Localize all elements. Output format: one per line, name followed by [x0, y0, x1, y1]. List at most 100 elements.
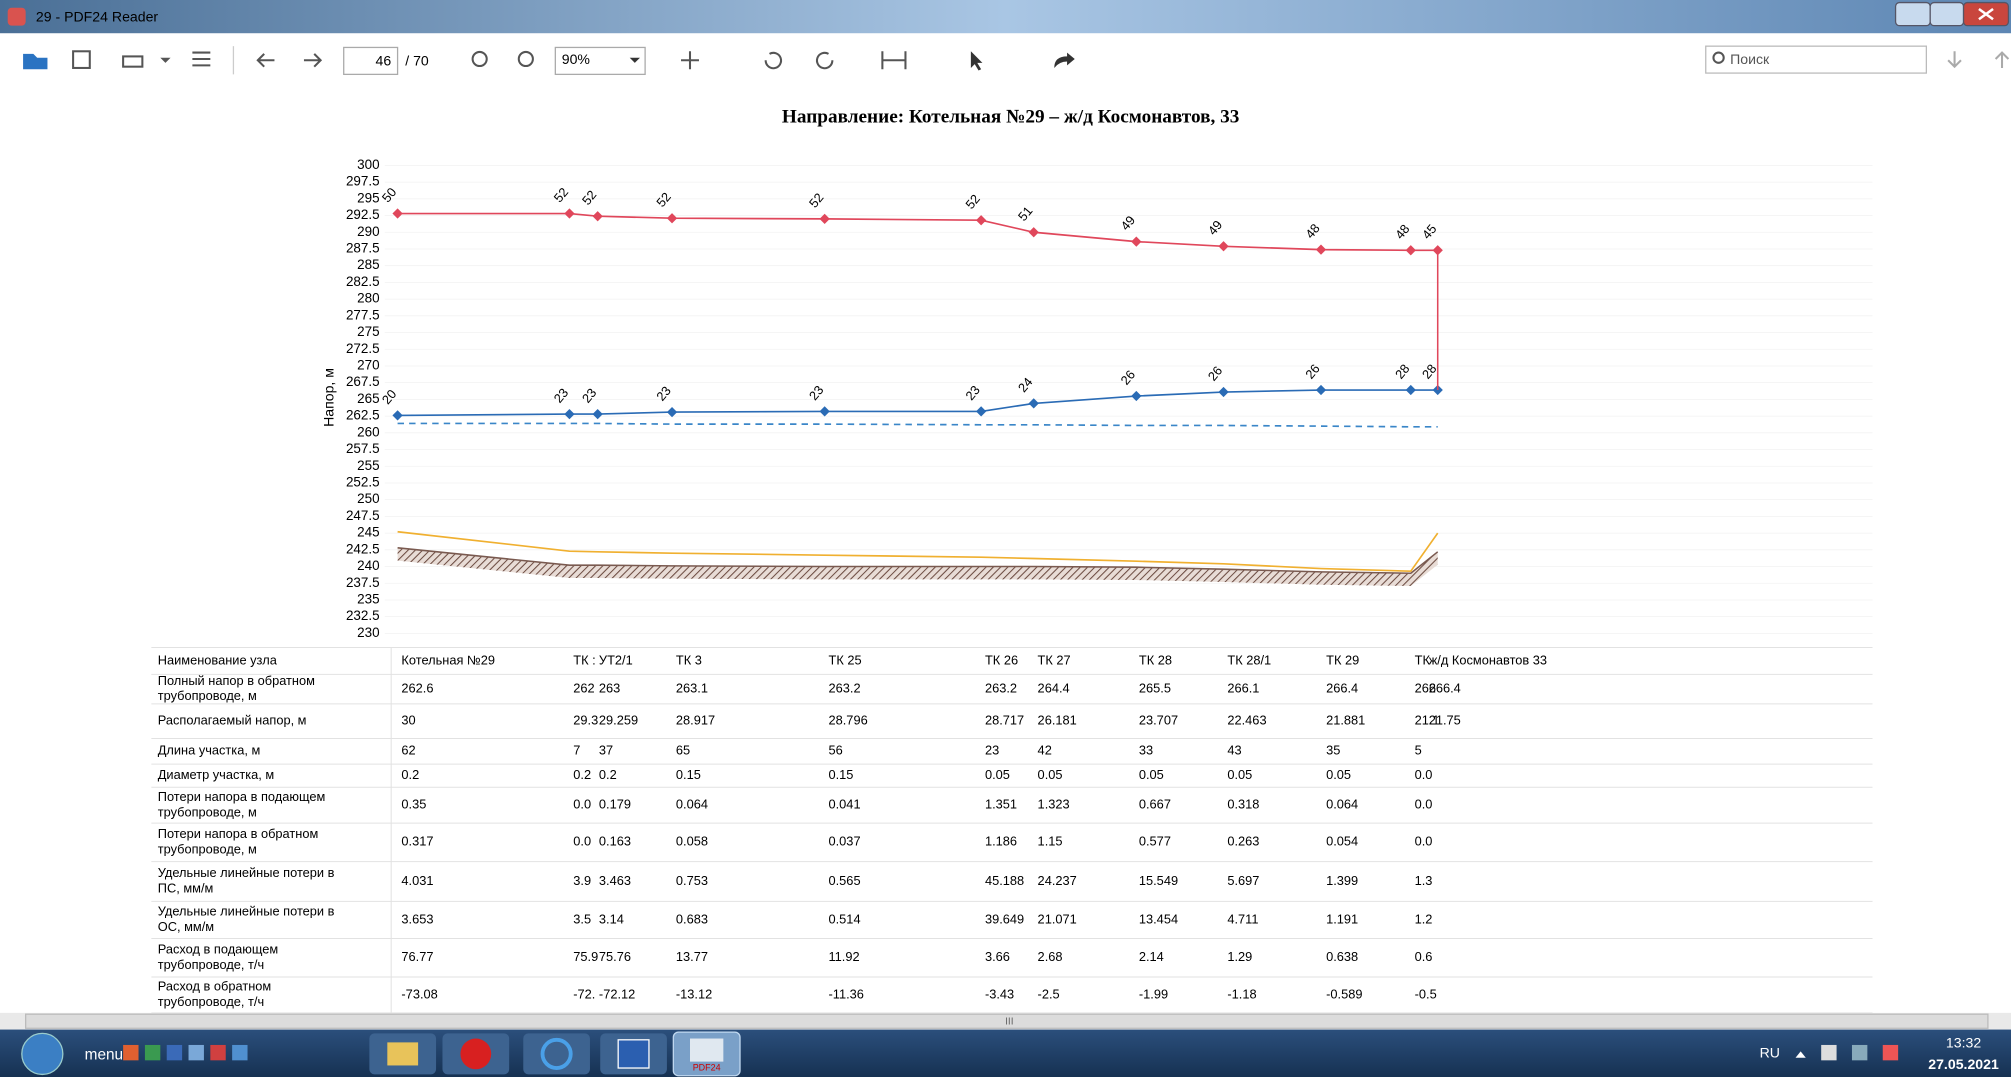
search-box[interactable]: [1705, 45, 1927, 74]
ie-button[interactable]: [523, 1033, 590, 1075]
table-cell: 0.263: [1227, 834, 1259, 849]
start-button[interactable]: [21, 1032, 64, 1076]
quick-icon[interactable]: [144, 1044, 161, 1061]
table-cell: 22.463: [1227, 713, 1266, 728]
row-label: Расход в подающем: [158, 941, 279, 956]
table-cell: 35: [1326, 743, 1340, 758]
tray-icons[interactable]: [1795, 1044, 1899, 1061]
zoom-value[interactable]: 90%: [562, 51, 591, 67]
minimize-button[interactable]: [1894, 1, 1931, 27]
toolbar-icons[interactable]: [23, 45, 2010, 76]
data-point: [1405, 245, 1416, 256]
fit-icon[interactable]: [881, 51, 907, 70]
table-cell: -73.08: [401, 986, 437, 1001]
data-point: [1131, 390, 1142, 402]
column-header: ТК: [1415, 652, 1431, 667]
ie-icon: [540, 1037, 573, 1070]
page-input[interactable]: [343, 46, 399, 76]
tray-icon[interactable]: [1821, 1044, 1837, 1061]
clock-date[interactable]: 27.05.2021: [1928, 1056, 1999, 1072]
quick-icon[interactable]: [123, 1044, 139, 1061]
quick-launch[interactable]: [123, 1044, 248, 1061]
y-tick-label: 265: [357, 391, 379, 406]
table-cell: -2.5: [1038, 986, 1060, 1001]
zoom-out-icon[interactable]: [471, 50, 488, 68]
download-icon[interactable]: [1947, 51, 1962, 69]
table-cell: -1.18: [1227, 986, 1256, 1001]
save-icon[interactable]: [72, 50, 91, 69]
menu-icon[interactable]: [192, 51, 211, 67]
table-cell: 5: [1415, 743, 1422, 758]
tray-expand[interactable]: [1795, 1051, 1806, 1058]
table-cell: 39.649: [985, 911, 1024, 926]
table-cell: 24.237: [1038, 873, 1077, 888]
quick-icon[interactable]: [166, 1044, 183, 1061]
start-label[interactable]: menu: [85, 1046, 123, 1063]
share-icon[interactable]: [1054, 52, 1075, 68]
select-icon[interactable]: [970, 51, 983, 71]
open-icon[interactable]: [23, 53, 48, 70]
title-bar: [0, 0, 2011, 34]
table-cell: 2.68: [1038, 949, 1063, 964]
y-tick-label: 270: [357, 358, 379, 373]
tray-icon[interactable]: [1851, 1044, 1868, 1061]
table-cell: 23: [985, 743, 999, 758]
dropdown[interactable]: [629, 57, 640, 63]
data-point: [819, 213, 830, 225]
window-controls[interactable]: [1894, 1, 2010, 27]
task-buttons[interactable]: [369, 1031, 741, 1077]
table-cell: 266.4: [1326, 681, 1358, 696]
table-cell: 266.1: [1227, 681, 1259, 696]
up-icon[interactable]: [1994, 51, 2010, 68]
data-point: [1028, 227, 1039, 238]
quick-icon[interactable]: [210, 1044, 226, 1061]
maximize-button[interactable]: [1929, 1, 1965, 27]
terrain-line: [397, 547, 1439, 574]
table-cell: 1.2: [1415, 911, 1433, 926]
chart: Направление: Котельная №29 – ж/д Космона…: [320, 106, 1873, 640]
row-label: Расход в обратном: [158, 979, 272, 994]
data-point: [564, 208, 575, 219]
zoom-select[interactable]: [554, 46, 646, 76]
y-tick-label: 235: [357, 592, 379, 607]
search-placeholder[interactable]: Поиск: [1730, 51, 1770, 67]
y-tick-label: 242.5: [346, 541, 380, 556]
tray-icon[interactable]: [1882, 1044, 1899, 1061]
table-cell: 26.181: [1038, 713, 1077, 728]
y-tick-label: 290: [357, 224, 379, 239]
table-cell: 0.2: [401, 767, 419, 782]
page-number[interactable]: 46: [375, 52, 391, 68]
row-label: Потери напора в подающем: [158, 789, 326, 804]
rotate-left-icon[interactable]: [764, 51, 783, 70]
table-cell: 266: [1415, 681, 1436, 696]
y-tick-label: 230: [357, 625, 379, 640]
row-label: ПС, мм/м: [158, 881, 214, 896]
table-cell: 263: [599, 681, 620, 696]
quick-icon[interactable]: [188, 1044, 204, 1061]
table-cell: 75.9: [573, 949, 598, 964]
language-indicator[interactable]: RU: [1760, 1045, 1780, 1061]
clock-time[interactable]: 13:32: [1946, 1034, 1981, 1050]
table-cell: 76.77: [401, 949, 433, 964]
y-axis-label: Напор, м: [320, 368, 336, 427]
column-header: ТК 28/1: [1227, 652, 1271, 667]
table-cell: 264.4: [1038, 681, 1070, 696]
dropdown[interactable]: [160, 57, 171, 63]
table-cell: -72.12: [599, 986, 635, 1001]
table-cell: 1.3: [1415, 873, 1433, 888]
table-cell: 13.77: [676, 949, 708, 964]
table-cell: 7: [573, 743, 580, 758]
y-tick-label: 292.5: [346, 207, 380, 222]
pan-icon[interactable]: [681, 51, 699, 70]
print-icon[interactable]: [122, 55, 144, 68]
quick-icon[interactable]: [232, 1044, 248, 1061]
zoom-in-icon[interactable]: [517, 50, 534, 68]
rotate-right-icon[interactable]: [815, 51, 834, 70]
table-cell: -72.: [573, 986, 595, 1001]
y-tick-label: 295: [357, 190, 379, 205]
column-header: ТК 3: [676, 652, 702, 667]
back-icon[interactable]: [256, 53, 275, 68]
scrollbar-thumb[interactable]: [25, 1013, 1989, 1029]
forward-icon[interactable]: [303, 53, 323, 68]
